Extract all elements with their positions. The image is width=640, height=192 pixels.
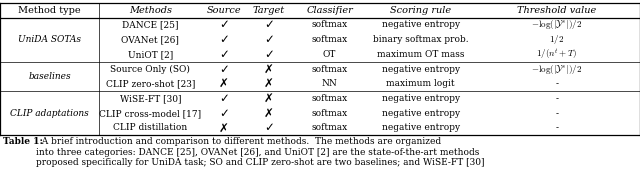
Text: -: -	[556, 94, 558, 103]
Text: ✓: ✓	[219, 92, 229, 105]
Text: ✓: ✓	[219, 48, 229, 61]
Text: ✗: ✗	[219, 77, 229, 90]
Text: ✓: ✓	[219, 33, 229, 46]
Text: Scoring rule: Scoring rule	[390, 6, 451, 15]
Text: UniDA SOTAs: UniDA SOTAs	[18, 35, 81, 44]
Text: negative entropy: negative entropy	[381, 21, 460, 29]
Text: CLIP adaptations: CLIP adaptations	[10, 109, 89, 118]
Text: UniOT [2]: UniOT [2]	[128, 50, 173, 59]
Text: ✓: ✓	[219, 63, 229, 76]
Text: negative entropy: negative entropy	[381, 94, 460, 103]
Text: binary softmax prob.: binary softmax prob.	[373, 35, 468, 44]
Text: ✗: ✗	[264, 77, 274, 90]
Text: ✓: ✓	[219, 107, 229, 120]
Text: NN: NN	[322, 79, 337, 88]
Text: $1/(n^t+T)$: $1/(n^t+T)$	[536, 47, 577, 61]
Text: Target: Target	[253, 6, 285, 15]
Text: CLIP zero-shot [23]: CLIP zero-shot [23]	[106, 79, 195, 88]
Text: ✓: ✓	[264, 33, 274, 46]
Text: Table 1:: Table 1:	[3, 137, 44, 146]
Text: negative entropy: negative entropy	[381, 123, 460, 132]
Text: $1/2$: $1/2$	[549, 33, 564, 46]
Text: softmax: softmax	[312, 123, 348, 132]
Text: Source Only (SO): Source Only (SO)	[111, 65, 190, 74]
Text: A brief introduction and comparison to different methods.  The methods are organ: A brief introduction and comparison to d…	[36, 137, 485, 167]
Text: negative entropy: negative entropy	[381, 109, 460, 118]
Text: Classifier: Classifier	[306, 6, 353, 15]
Text: -: -	[556, 79, 558, 88]
Text: Methods: Methods	[129, 6, 172, 15]
Text: OVANet [26]: OVANet [26]	[122, 35, 179, 44]
Text: Source: Source	[207, 6, 241, 15]
Text: $-\log(|\mathcal{Y}^s|)/2$: $-\log(|\mathcal{Y}^s|)/2$	[531, 18, 582, 31]
Text: -: -	[556, 123, 558, 132]
Text: ✓: ✓	[264, 122, 274, 135]
Text: CLIP cross-model [17]: CLIP cross-model [17]	[99, 109, 202, 118]
Text: -: -	[556, 109, 558, 118]
Text: CLIP distillation: CLIP distillation	[113, 123, 188, 132]
Text: maximum OT mass: maximum OT mass	[377, 50, 465, 59]
Text: maximum logit: maximum logit	[387, 79, 455, 88]
Text: ✗: ✗	[264, 107, 274, 120]
Text: ✗: ✗	[219, 122, 229, 135]
Text: baselines: baselines	[28, 72, 71, 81]
Text: ✓: ✓	[264, 18, 274, 31]
Text: WiSE-FT [30]: WiSE-FT [30]	[120, 94, 181, 103]
Text: ✓: ✓	[219, 18, 229, 31]
Text: softmax: softmax	[312, 35, 348, 44]
Text: softmax: softmax	[312, 94, 348, 103]
Text: negative entropy: negative entropy	[381, 65, 460, 74]
Text: ✗: ✗	[264, 92, 274, 105]
Text: softmax: softmax	[312, 65, 348, 74]
Text: OT: OT	[323, 50, 336, 59]
Text: ✗: ✗	[264, 63, 274, 76]
Text: $-\log(|\mathcal{Y}^s|)/2$: $-\log(|\mathcal{Y}^s|)/2$	[531, 63, 582, 76]
Text: softmax: softmax	[312, 21, 348, 29]
Text: DANCE [25]: DANCE [25]	[122, 21, 179, 29]
Text: Threshold value: Threshold value	[517, 6, 596, 15]
Text: ✓: ✓	[264, 48, 274, 61]
Text: softmax: softmax	[312, 109, 348, 118]
Text: Method type: Method type	[19, 6, 81, 15]
